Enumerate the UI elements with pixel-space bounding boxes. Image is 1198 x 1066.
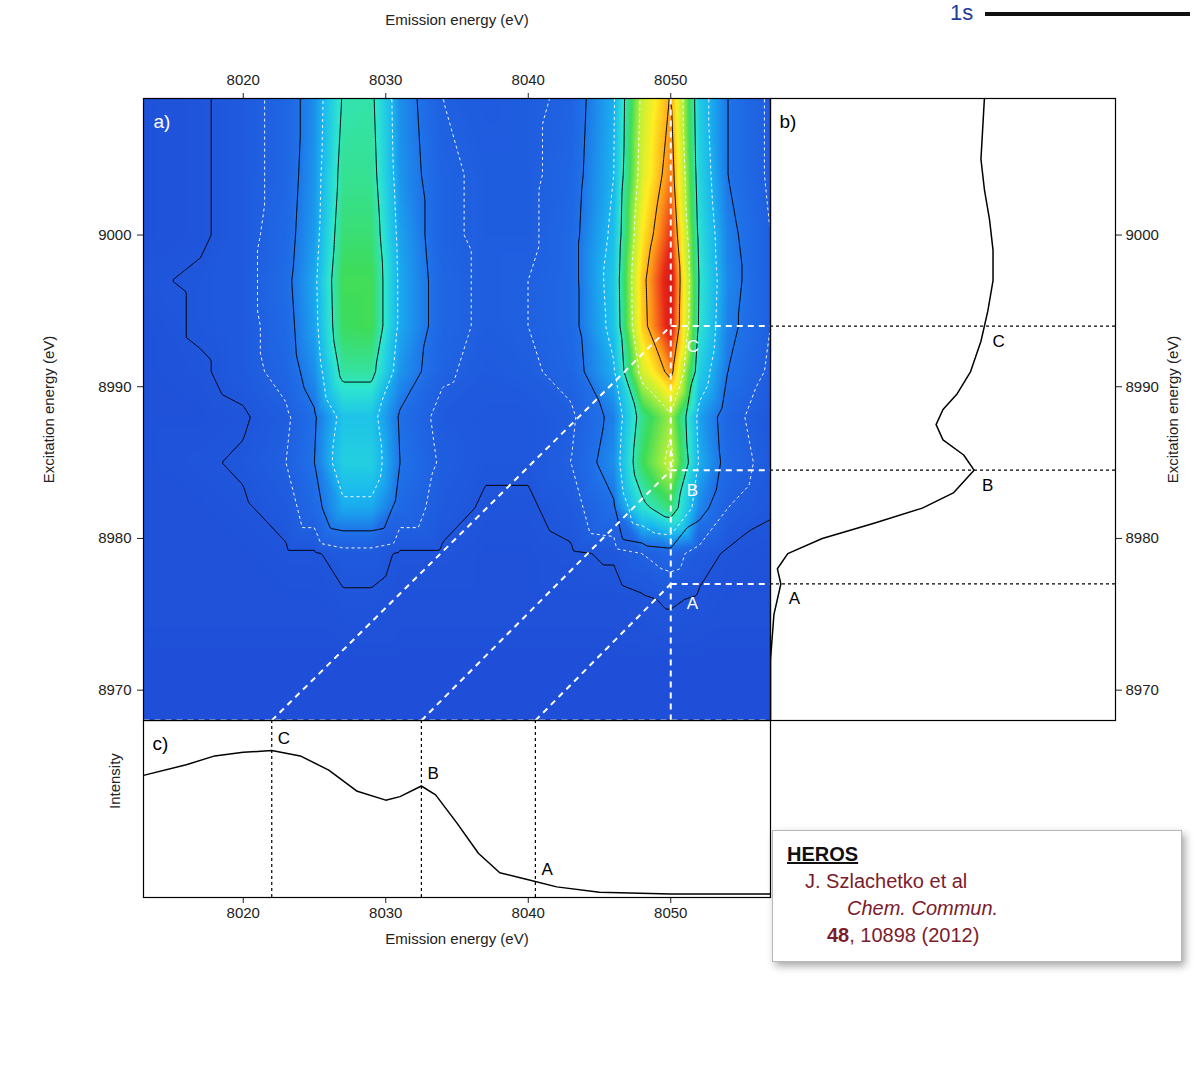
svg-text:8040: 8040	[512, 904, 545, 921]
svg-text:8990: 8990	[1126, 378, 1159, 395]
svg-text:A: A	[687, 594, 699, 613]
html-text:Chem. Commun.: Chem. Commun.	[847, 897, 999, 919]
svg-text:Intensity: Intensity	[106, 753, 123, 809]
svg-text:b): b)	[780, 111, 797, 132]
svg-text:A: A	[541, 860, 553, 879]
svg-text:c): c)	[153, 733, 169, 754]
svg-text:B: B	[982, 476, 993, 495]
html-text:J. Szlachetko et al: J. Szlachetko et al	[805, 870, 968, 892]
svg-text:8050: 8050	[654, 904, 687, 921]
svg-text:B: B	[687, 481, 698, 500]
html-text:48, 10898 (2012): 48, 10898 (2012)	[827, 924, 980, 946]
svg-text:C: C	[278, 729, 290, 748]
svg-text:8970: 8970	[1126, 681, 1159, 698]
html-text:HEROS: HEROS	[787, 843, 859, 865]
svg-text:A: A	[789, 589, 801, 608]
svg-text:8040: 8040	[512, 71, 545, 88]
svg-text:C: C	[687, 337, 699, 356]
svg-text:a): a)	[154, 111, 171, 132]
svg-text:8020: 8020	[227, 904, 260, 921]
svg-text:C: C	[992, 332, 1004, 351]
svg-text:8980: 8980	[1126, 529, 1159, 546]
svg-text:Excitation energy (eV): Excitation energy (eV)	[40, 336, 57, 484]
svg-text:Emission energy (eV): Emission energy (eV)	[385, 11, 528, 28]
svg-text:8990: 8990	[98, 378, 131, 395]
html-text:1s: 1s	[950, 0, 974, 25]
svg-text:9000: 9000	[1126, 226, 1159, 243]
svg-text:9000: 9000	[98, 226, 131, 243]
svg-text:B: B	[427, 764, 438, 783]
svg-text:8020: 8020	[227, 71, 260, 88]
svg-text:Excitation energy (eV): Excitation energy (eV)	[1164, 336, 1181, 484]
svg-text:8050: 8050	[654, 71, 687, 88]
svg-text:8980: 8980	[98, 529, 131, 546]
svg-text:8030: 8030	[369, 904, 402, 921]
svg-text:Emission energy (eV): Emission energy (eV)	[385, 930, 528, 947]
svg-text:8970: 8970	[98, 681, 131, 698]
svg-text:8030: 8030	[369, 71, 402, 88]
